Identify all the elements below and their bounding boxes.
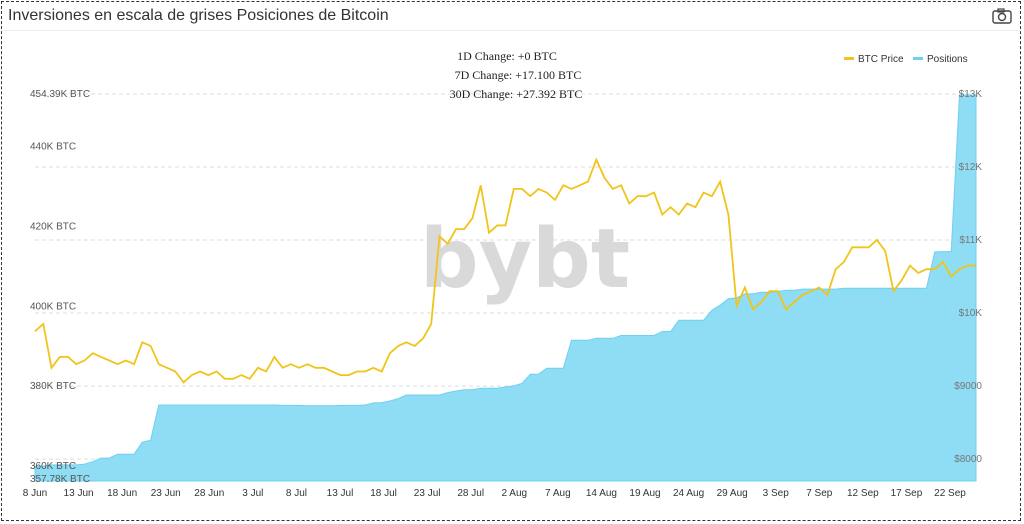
x-tick-label: 8 Jun	[23, 488, 47, 499]
y-axis-right: $13K $12K $11K $10K $9000 $8000	[954, 89, 982, 465]
y-left-tick-label: 400K BTC	[30, 301, 76, 312]
x-tick-label: 13 Jul	[327, 488, 354, 499]
y-left-tick-label: 440K BTC	[30, 141, 76, 152]
y-right-tick-label: $9000	[954, 381, 982, 392]
legend: BTC Price Positions	[844, 54, 968, 65]
x-tick-label: 18 Jul	[370, 488, 397, 499]
x-tick-label: 17 Sep	[891, 488, 923, 499]
x-tick-label: 23 Jun	[151, 488, 181, 499]
y-left-tick-label: 454.39K BTC	[30, 89, 90, 100]
x-tick-label: 28 Jul	[457, 488, 484, 499]
x-axis: 8 Jun 13 Jun 18 Jun 23 Jun 28 Jun 3 Jul 8 Jul 1…	[23, 488, 967, 499]
camera-icon[interactable]	[992, 8, 1012, 24]
watermark: bybt	[420, 212, 630, 307]
y-axis-left: 454.39K BTC 440K BTC 420K BTC 400K BTC 380K …	[30, 89, 90, 485]
stat-1d-change: 1D Change: +0 BTC	[457, 49, 557, 63]
x-tick-label: 12 Sep	[847, 488, 879, 499]
y-left-tick-label: 380K BTC	[30, 381, 76, 392]
x-tick-label: 18 Jun	[107, 488, 137, 499]
x-tick-label: 3 Sep	[763, 488, 790, 499]
x-tick-label: 23 Jul	[414, 488, 441, 499]
y-right-tick-label: $12K	[959, 162, 983, 173]
y-right-tick-label: $11K	[959, 235, 982, 246]
legend-item-positions[interactable]: Positions	[913, 54, 968, 65]
y-right-tick-label: $8000	[954, 454, 982, 465]
x-tick-label: 3 Jul	[242, 488, 263, 499]
x-tick-label: 14 Aug	[586, 488, 617, 499]
legend-swatch-btc-price	[844, 57, 854, 60]
header-divider	[2, 30, 1020, 31]
x-tick-label: 7 Aug	[545, 488, 571, 499]
legend-label-positions: Positions	[927, 54, 968, 65]
y-left-tick-label: 357.78K BTC	[30, 474, 90, 485]
chart-title: Inversiones en escala de grises Posicion…	[8, 7, 389, 24]
x-tick-label: 2 Aug	[501, 488, 527, 499]
y-right-tick-label: $10K	[959, 308, 983, 319]
stat-7d-change: 7D Change: +17.100 BTC	[455, 68, 582, 82]
x-tick-label: 22 Sep	[934, 488, 966, 499]
stat-30d-change: 30D Change: +27.392 BTC	[450, 87, 583, 101]
legend-item-btc-price[interactable]: BTC Price	[844, 54, 904, 65]
y-left-tick-label: 360K BTC	[30, 461, 76, 472]
series-positions-area	[34, 94, 977, 482]
y-right-tick-label: $13K	[959, 89, 983, 100]
x-tick-label: 13 Jun	[64, 488, 94, 499]
x-tick-label: 24 Aug	[673, 488, 704, 499]
x-tick-label: 8 Jul	[286, 488, 307, 499]
x-tick-label: 29 Aug	[717, 488, 748, 499]
x-tick-label: 28 Jun	[194, 488, 224, 499]
x-tick-label: 19 Aug	[629, 488, 660, 499]
legend-label-btc-price: BTC Price	[858, 54, 904, 65]
x-tick-label: 7 Sep	[806, 488, 833, 499]
legend-swatch-positions	[913, 57, 923, 60]
y-left-tick-label: 420K BTC	[30, 221, 76, 232]
series-btc-price-line	[34, 157, 976, 384]
